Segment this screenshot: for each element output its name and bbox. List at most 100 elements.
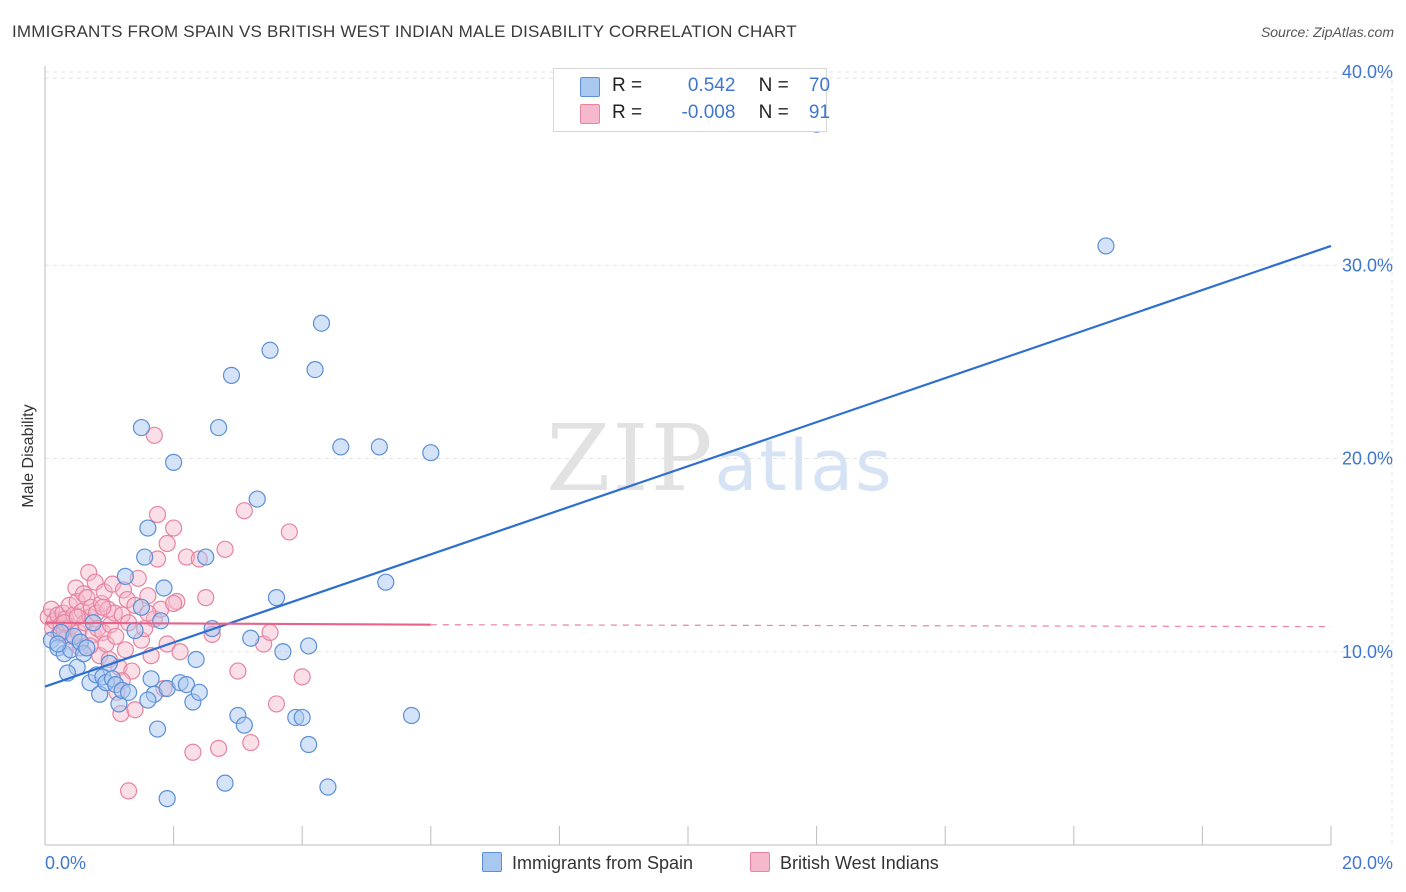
- point-immigrants-from-spain: [422, 444, 440, 462]
- bottom-legend-bwi: British West Indians: [750, 852, 939, 874]
- point-immigrants-from-spain: [142, 670, 160, 688]
- point-british-west-indians: [165, 519, 183, 537]
- x-tick-label: 0.0%: [45, 853, 86, 873]
- point-british-west-indians: [242, 733, 260, 752]
- point-immigrants-from-spain: [222, 366, 241, 385]
- legend-r-label: R =: [612, 102, 643, 123]
- point-british-west-indians: [78, 589, 96, 607]
- point-immigrants-from-spain: [274, 643, 292, 661]
- bottom-legend-swatch-blue: [482, 852, 502, 872]
- bottom-legend-spain: Immigrants from Spain: [482, 852, 693, 874]
- legend-r-label: R =: [612, 75, 643, 96]
- point-immigrants-from-spain: [1097, 237, 1115, 255]
- y-tick-label: 40.0%: [1342, 62, 1393, 82]
- axes: [44, 66, 1332, 846]
- point-british-west-indians: [235, 502, 253, 520]
- point-immigrants-from-spain: [300, 637, 318, 655]
- y-tick-label: 30.0%: [1342, 255, 1393, 275]
- point-immigrants-from-spain: [119, 683, 138, 701]
- trend-line-bwi-dashed: [430, 624, 1332, 628]
- legend-n-value-spain: 70: [808, 75, 831, 96]
- legend-n-label: N =: [758, 102, 789, 123]
- y-axis-title: Male Disability: [20, 404, 37, 507]
- point-british-west-indians: [197, 589, 215, 607]
- point-british-west-indians: [177, 548, 196, 566]
- bottom-legend-label-bwi: British West Indians: [780, 853, 939, 873]
- point-immigrants-from-spain: [155, 579, 173, 597]
- series-immigrants-from-spain: [42, 115, 1115, 808]
- point-immigrants-from-spain: [139, 691, 157, 709]
- bottom-legend-label-spain: Immigrants from Spain: [512, 853, 694, 873]
- point-immigrants-from-spain: [293, 708, 311, 727]
- point-immigrants-from-spain: [158, 790, 176, 808]
- x-tick-label: 20.0%: [1342, 853, 1393, 873]
- point-immigrants-from-spain: [300, 735, 318, 754]
- tick-labels: 10.0% 20.0% 30.0% 40.0% 0.0% 20.0%: [45, 62, 1393, 873]
- point-immigrants-from-spain: [235, 716, 253, 734]
- point-immigrants-from-spain: [312, 314, 331, 332]
- point-immigrants-from-spain: [248, 490, 266, 508]
- point-immigrants-from-spain: [136, 548, 154, 566]
- point-british-west-indians: [165, 594, 183, 613]
- point-immigrants-from-spain: [165, 453, 183, 471]
- point-immigrants-from-spain: [319, 778, 337, 796]
- legend-r-value-spain: 0.542: [687, 75, 736, 96]
- correlation-legend: R = 0.542 N = 70 R = -0.008 N = 91: [553, 68, 831, 132]
- point-british-west-indians: [68, 608, 86, 626]
- point-immigrants-from-spain: [261, 341, 279, 359]
- point-british-west-indians: [293, 668, 311, 686]
- point-immigrants-from-spain: [126, 621, 144, 640]
- trend-line-bwi: [44, 621, 431, 626]
- legend-swatch-blue: [580, 77, 600, 97]
- point-british-west-indians: [126, 701, 144, 719]
- point-immigrants-from-spain: [210, 418, 228, 437]
- series-british-west-indians: [39, 426, 311, 800]
- point-immigrants-from-spain: [216, 774, 234, 792]
- grid-lines: [45, 71, 1393, 845]
- legend-swatch-pink: [580, 104, 600, 124]
- point-british-west-indians: [171, 643, 189, 661]
- point-british-west-indians: [148, 505, 167, 524]
- point-immigrants-from-spain: [197, 548, 215, 566]
- point-british-west-indians: [229, 662, 247, 680]
- point-immigrants-from-spain: [370, 438, 388, 456]
- point-british-west-indians: [145, 426, 163, 444]
- point-immigrants-from-spain: [402, 706, 421, 725]
- point-immigrants-from-spain: [332, 438, 350, 456]
- point-british-west-indians: [267, 695, 286, 713]
- point-immigrants-from-spain: [190, 683, 208, 701]
- legend-r-value-bwi: -0.008: [681, 102, 736, 123]
- y-tick-label: 20.0%: [1342, 449, 1393, 469]
- point-immigrants-from-spain: [132, 598, 151, 616]
- legend-n-value-bwi: 91: [808, 102, 831, 123]
- point-immigrants-from-spain: [148, 720, 167, 738]
- point-british-west-indians: [261, 623, 279, 642]
- point-immigrants-from-spain: [187, 650, 205, 669]
- trend-line-spain: [44, 244, 1332, 688]
- point-immigrants-from-spain: [49, 635, 67, 653]
- point-immigrants-from-spain: [116, 567, 134, 585]
- source-label: Source: ZipAtlas.com: [1260, 24, 1394, 40]
- point-british-west-indians: [158, 534, 176, 553]
- point-immigrants-from-spain: [267, 589, 286, 607]
- point-british-west-indians: [107, 627, 125, 645]
- point-immigrants-from-spain: [132, 418, 151, 437]
- point-british-west-indians: [119, 782, 138, 800]
- bottom-legend-swatch-pink: [750, 852, 770, 872]
- point-british-west-indians: [184, 743, 202, 761]
- point-immigrants-from-spain: [139, 519, 157, 537]
- point-british-west-indians: [280, 523, 298, 541]
- point-immigrants-from-spain: [242, 629, 260, 647]
- point-british-west-indians: [216, 540, 234, 558]
- point-british-west-indians: [210, 739, 228, 757]
- chart-title: IMMIGRANTS FROM SPAIN VS BRITISH WEST IN…: [12, 22, 797, 41]
- point-immigrants-from-spain: [306, 361, 324, 379]
- point-immigrants-from-spain: [377, 573, 395, 591]
- trend-lines: [44, 244, 1332, 688]
- y-tick-label: 10.0%: [1342, 642, 1393, 662]
- point-british-west-indians: [116, 641, 134, 659]
- point-british-west-indians: [103, 575, 122, 593]
- point-immigrants-from-spain: [177, 676, 196, 694]
- point-british-west-indians: [94, 598, 112, 616]
